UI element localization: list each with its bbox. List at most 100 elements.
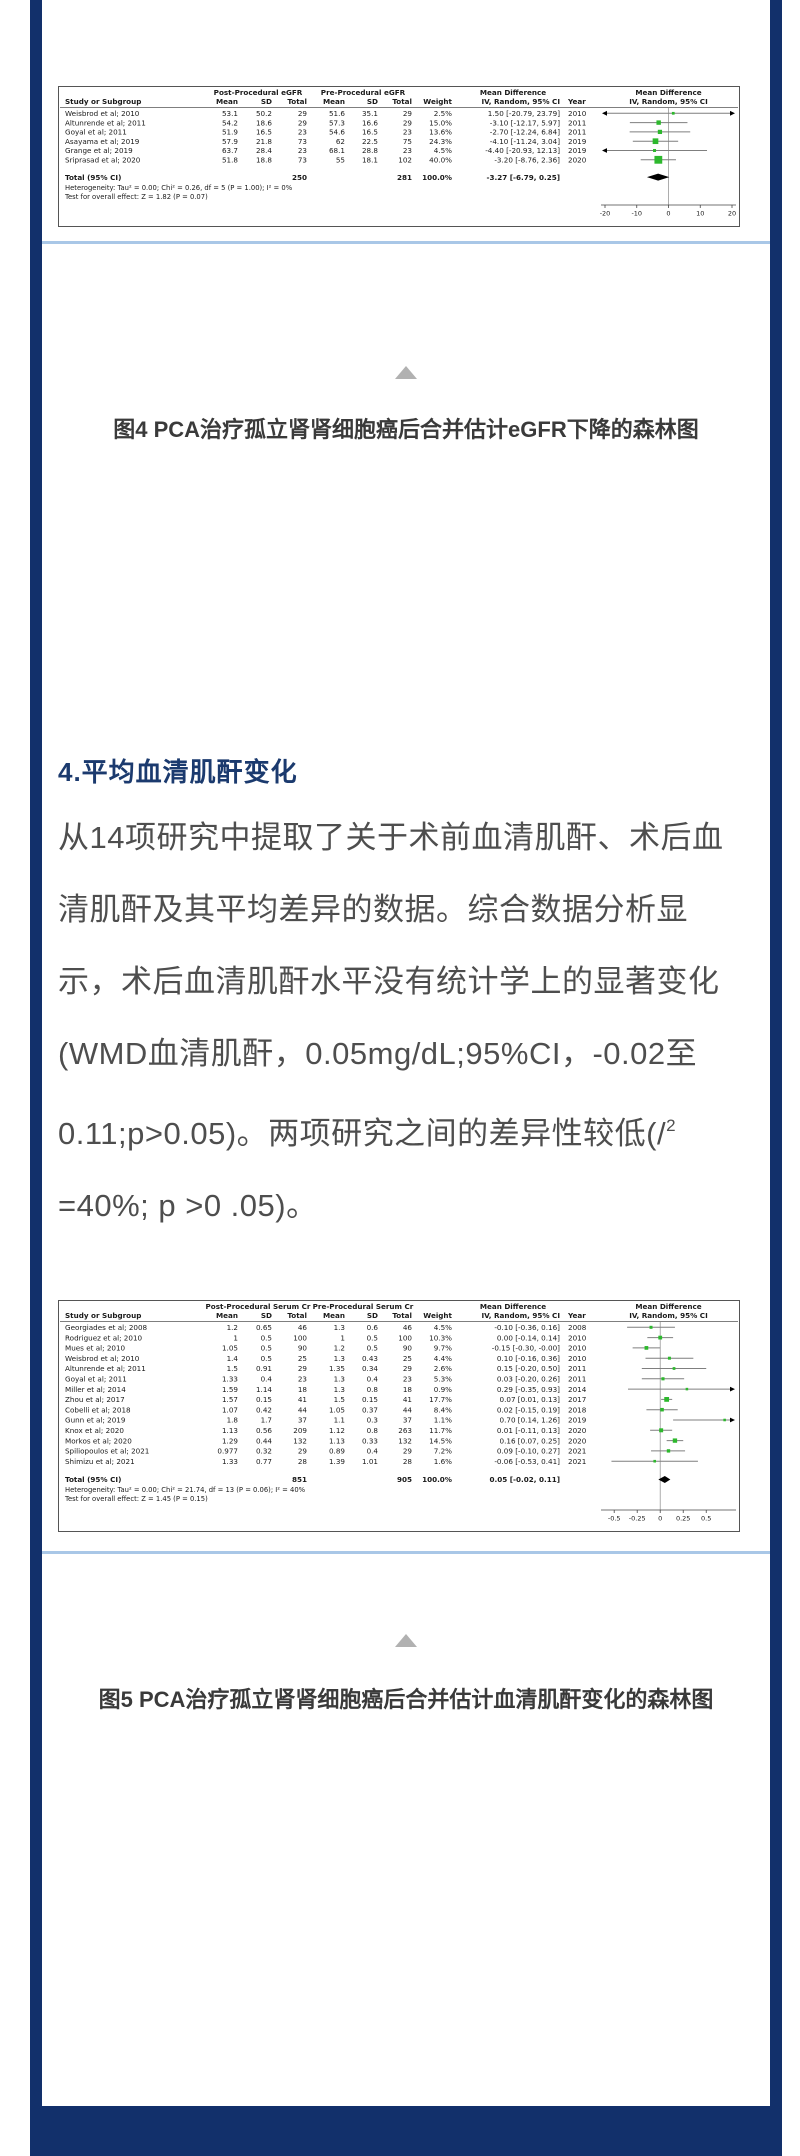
svg-text:29: 29 — [298, 109, 308, 118]
svg-text:1.35: 1.35 — [329, 1364, 345, 1373]
paragraph-line: (WMD血清肌酐，0.05mg/dL;95%CI，-0.02至 — [58, 1036, 698, 1071]
figure-5-caption: 图5 PCA治疗孤立肾肾细胞癌后合并估计血清肌酐变化的森林图 — [98, 1687, 714, 1712]
svg-text:0.6: 0.6 — [367, 1323, 379, 1332]
svg-text:44: 44 — [403, 1405, 413, 1414]
svg-text:1.7: 1.7 — [261, 1416, 272, 1425]
svg-text:1.29: 1.29 — [222, 1436, 238, 1445]
forest-row: Weisbrod et al; 2010 1.4 0.5 25 1.3 0.43 25 4.4… — [65, 1354, 694, 1363]
svg-text:100: 100 — [293, 1333, 307, 1342]
effect-square — [644, 1346, 649, 1350]
svg-text:0.10 [-0.16, 0.36]: 0.10 [-0.16, 0.36] — [497, 1354, 560, 1363]
svg-text:0.977: 0.977 — [217, 1447, 238, 1456]
svg-text:1.33: 1.33 — [222, 1457, 238, 1466]
svg-text:73: 73 — [298, 137, 307, 146]
svg-text:17.7%: 17.7% — [429, 1395, 452, 1404]
svg-text:Test for overall effect: Z = 1: Test for overall effect: Z = 1.82 (P = 0… — [64, 193, 208, 201]
svg-text:46: 46 — [403, 1323, 413, 1332]
svg-text:Weight: Weight — [423, 1311, 452, 1320]
svg-text:8.4%: 8.4% — [434, 1405, 452, 1414]
svg-text:2014: 2014 — [568, 1385, 587, 1394]
svg-text:Mean: Mean — [323, 1311, 345, 1320]
forest-row: Goyal et al; 2011 51.9 16.5 23 54.6 16.5 23 13.… — [65, 128, 691, 137]
separator-line — [42, 241, 770, 244]
svg-text:Weight: Weight — [423, 97, 452, 106]
svg-text:Year: Year — [567, 97, 586, 106]
svg-text:Post-Procedural eGFR: Post-Procedural eGFR — [214, 88, 303, 97]
paragraph-line: 清肌酐及其平均差异的数据。综合数据分析显 — [58, 892, 688, 927]
svg-text:50.2: 50.2 — [256, 109, 272, 118]
svg-text:1.05: 1.05 — [329, 1405, 345, 1414]
right-arrow — [730, 1417, 735, 1423]
forest-row: Shimizu et al; 2021 1.33 0.77 28 1.39 1.01 28 1… — [65, 1457, 698, 1466]
svg-text:263: 263 — [398, 1426, 412, 1435]
svg-text:1.07: 1.07 — [222, 1405, 238, 1414]
separator-line — [42, 1551, 770, 1554]
svg-text:1.39: 1.39 — [329, 1457, 345, 1466]
svg-text:28.8: 28.8 — [362, 146, 378, 155]
svg-text:-0.5: -0.5 — [608, 1515, 621, 1523]
svg-text:0.34: 0.34 — [362, 1364, 378, 1373]
forest-row: Zhou et al; 2017 1.57 0.15 41 1.5 0.15 41 17.7%… — [65, 1395, 673, 1404]
footer-bar — [30, 2106, 782, 2156]
svg-text:Shimizu et al; 2021: Shimizu et al; 2021 — [65, 1457, 135, 1466]
svg-text:2011: 2011 — [568, 1364, 586, 1373]
svg-text:Study or Subgroup: Study or Subgroup — [65, 97, 141, 106]
svg-text:23: 23 — [298, 128, 307, 137]
svg-text:Rodriguez et al; 2010: Rodriguez et al; 2010 — [65, 1333, 143, 1342]
effect-square — [664, 1397, 670, 1402]
svg-text:13.6%: 13.6% — [429, 128, 452, 137]
svg-text:-2.70 [-12.24, 6.84]: -2.70 [-12.24, 6.84] — [490, 128, 560, 137]
svg-text:281: 281 — [397, 173, 412, 182]
figure-4-forest-plot: Post-Procedural eGFR Pre-Procedural eGFR M… — [58, 86, 740, 227]
svg-text:20: 20 — [728, 210, 736, 218]
svg-text:0.00 [-0.14, 0.14]: 0.00 [-0.14, 0.14] — [497, 1333, 560, 1342]
svg-text:0.43: 0.43 — [362, 1354, 378, 1363]
forest-total-row: Total (95% CI) 851 905 100.0% 0.05 [-0.02, 0… — [65, 1475, 671, 1484]
svg-text:-3.27 [-6.79, 0.25]: -3.27 [-6.79, 0.25] — [487, 173, 560, 182]
svg-text:16.5: 16.5 — [256, 128, 272, 137]
svg-text:Morkos et al; 2020: Morkos et al; 2020 — [65, 1436, 132, 1445]
svg-text:54.6: 54.6 — [329, 128, 345, 137]
forest-axis: -0.5 -0.25 0 0.25 0.5 — [601, 1509, 736, 1523]
svg-text:2019: 2019 — [568, 146, 587, 155]
svg-text:Mues et al; 2010: Mues et al; 2010 — [65, 1344, 126, 1353]
svg-text:Total (95% CI): Total (95% CI) — [65, 173, 121, 182]
svg-text:28: 28 — [298, 1457, 308, 1466]
svg-text:-10: -10 — [631, 210, 642, 218]
svg-text:Asayama et al; 2019: Asayama et al; 2019 — [65, 137, 140, 146]
svg-text:23: 23 — [298, 1375, 307, 1384]
svg-text:0.05 [-0.02, 0.11]: 0.05 [-0.02, 0.11] — [490, 1475, 561, 1484]
svg-text:Mean Difference: Mean Difference — [635, 1302, 701, 1311]
effect-square — [656, 120, 661, 125]
svg-text:9.7%: 9.7% — [434, 1344, 452, 1353]
svg-text:10.3%: 10.3% — [429, 1333, 452, 1342]
svg-text:Study or Subgroup: Study or Subgroup — [65, 1311, 141, 1320]
svg-text:15.0%: 15.0% — [429, 118, 452, 127]
svg-text:-0.25: -0.25 — [629, 1515, 646, 1523]
svg-text:SD: SD — [261, 97, 272, 106]
svg-text:-3.20 [-8.76, 2.36]: -3.20 [-8.76, 2.36] — [494, 156, 560, 165]
svg-text:Mean: Mean — [216, 97, 238, 106]
svg-text:1.3: 1.3 — [334, 1385, 345, 1394]
svg-text:0.3: 0.3 — [367, 1416, 378, 1425]
svg-text:0.16 [0.07, 0.25]: 0.16 [0.07, 0.25] — [500, 1436, 561, 1445]
svg-text:Post-Procedural Serum Cr: Post-Procedural Serum Cr — [206, 1302, 311, 1311]
svg-text:1: 1 — [233, 1333, 238, 1342]
forest-row: Gunn et al; 2019 1.8 1.7 37 1.1 0.3 37 1.1% 0.70… — [65, 1416, 735, 1425]
svg-text:2019: 2019 — [568, 1416, 587, 1425]
svg-text:-4.40 [-20.93, 12.13]: -4.40 [-20.93, 12.13] — [485, 146, 560, 155]
svg-text:1.5: 1.5 — [334, 1395, 345, 1404]
svg-text:1.33: 1.33 — [222, 1375, 238, 1384]
svg-text:53.1: 53.1 — [222, 109, 238, 118]
svg-text:54.2: 54.2 — [222, 118, 238, 127]
svg-text:Weisbrod et al; 2010: Weisbrod et al; 2010 — [65, 1354, 140, 1363]
svg-text:Cobelli et al; 2018: Cobelli et al; 2018 — [65, 1405, 131, 1414]
svg-text:2020: 2020 — [568, 156, 587, 165]
forest-axis: -20 -10 0 10 20 — [600, 204, 736, 218]
svg-text:Mean: Mean — [216, 1311, 238, 1320]
paragraph-line-text: 0.11;p>0.05)。两项研究之间的差异性较低(/ — [58, 1116, 667, 1151]
svg-text:16.5: 16.5 — [362, 128, 378, 137]
svg-text:75: 75 — [403, 137, 412, 146]
svg-text:IV, Random, 95% CI: IV, Random, 95% CI — [629, 97, 708, 106]
